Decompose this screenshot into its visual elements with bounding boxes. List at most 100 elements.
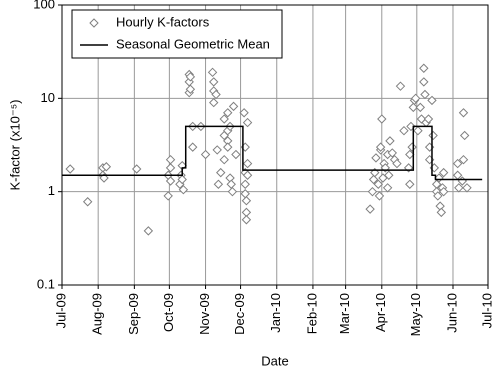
- data-point: [454, 183, 464, 193]
- data-point: [436, 207, 447, 218]
- data-point: [399, 125, 409, 136]
- data-point: [211, 89, 221, 100]
- data-point: [212, 145, 222, 155]
- x-tick-label: May-10: [408, 293, 423, 336]
- data-point: [82, 197, 93, 207]
- data-point: [365, 204, 375, 214]
- y-axis-label: K-factor (x10⁻⁵): [7, 100, 22, 191]
- x-tick-label: Apr-10: [373, 293, 388, 332]
- x-tick-label: Jan-10: [268, 293, 283, 333]
- y-tick-label: 0.1: [37, 276, 55, 291]
- data-point: [405, 149, 415, 160]
- data-point: [240, 179, 250, 189]
- data-point: [185, 84, 196, 94]
- data-point: [405, 179, 415, 189]
- data-point: [241, 215, 252, 225]
- data-point: [178, 184, 189, 195]
- data-point: [185, 72, 196, 82]
- data-point: [219, 154, 229, 165]
- data-point: [131, 164, 142, 174]
- data-point: [200, 149, 211, 160]
- data-point: [377, 114, 387, 124]
- data-point: [209, 77, 219, 87]
- y-tick-label: 10: [41, 90, 55, 105]
- data-point: [368, 174, 379, 185]
- data-point: [242, 117, 253, 128]
- data-point: [227, 186, 238, 197]
- x-tick-label: Feb-10: [304, 293, 319, 334]
- data-point: [165, 176, 176, 186]
- data-point: [382, 183, 393, 193]
- legend-label: Seasonal Geometric Mean: [116, 36, 270, 51]
- data-point: [462, 183, 472, 193]
- data-point: [373, 179, 383, 189]
- data-point: [242, 158, 253, 169]
- data-point: [410, 93, 421, 104]
- data-point: [452, 158, 463, 169]
- y-tick-label: 1: [48, 183, 55, 198]
- data-point: [240, 189, 250, 199]
- data-point: [392, 158, 402, 169]
- x-tick-label: Aug-09: [90, 293, 105, 335]
- data-point: [231, 149, 241, 160]
- series-line: [62, 125, 483, 181]
- x-tick-label: Sep-09: [126, 293, 141, 335]
- data-point: [415, 102, 426, 113]
- data-point: [370, 167, 380, 178]
- data-point: [163, 191, 173, 201]
- data-point: [384, 170, 394, 180]
- x-tick-label: Jul-10: [479, 293, 494, 328]
- plot-frame: [61, 4, 489, 286]
- data-point: [213, 179, 224, 189]
- data-point: [99, 173, 109, 183]
- data-point: [65, 164, 75, 174]
- data-point: [207, 67, 218, 78]
- x-tick-label: Mar-10: [337, 293, 352, 334]
- data-point: [413, 125, 423, 136]
- data-point: [143, 226, 154, 236]
- data-point: [101, 162, 112, 172]
- data-point: [407, 142, 417, 152]
- data-point: [223, 142, 233, 152]
- data-point: [228, 101, 239, 112]
- x-tick-label: Jun-10: [444, 293, 459, 333]
- data-point: [427, 95, 437, 106]
- data-point: [438, 186, 449, 197]
- legend-label: Hourly K-factors: [116, 14, 210, 29]
- data-point: [428, 130, 438, 141]
- data-point: [216, 167, 226, 178]
- legend: Hourly K-factors Seasonal Geometric Mean: [71, 9, 283, 59]
- legend-marker: [89, 18, 99, 28]
- x-tick-label: Nov-09: [197, 293, 212, 335]
- data-point: [374, 191, 385, 201]
- x-tick-label: Jul-09: [53, 293, 68, 328]
- data-point: [433, 191, 443, 201]
- data-point: [239, 108, 249, 118]
- x-axis-label: Date: [261, 353, 288, 368]
- data-point: [219, 114, 229, 124]
- legend-box: [71, 9, 283, 59]
- data-point: [419, 77, 429, 87]
- x-tick-label: Oct-09: [161, 293, 176, 332]
- y-tick-label: 100: [33, 0, 55, 11]
- data-point: [438, 167, 449, 178]
- data-point: [419, 63, 429, 73]
- data-point: [452, 170, 463, 180]
- data-point: [408, 102, 419, 113]
- data-point: [367, 186, 378, 197]
- data-point: [423, 114, 434, 124]
- data-point: [209, 97, 219, 108]
- data-point: [177, 174, 187, 185]
- data-point: [165, 154, 176, 165]
- data-point: [223, 108, 233, 118]
- data-point: [385, 136, 395, 146]
- data-point: [387, 148, 398, 158]
- data-point: [458, 154, 469, 165]
- data-point: [226, 179, 236, 189]
- x-tick-label: Dec-09: [232, 293, 247, 335]
- data-point: [458, 108, 469, 118]
- data-point: [188, 142, 198, 152]
- data-point: [459, 130, 470, 141]
